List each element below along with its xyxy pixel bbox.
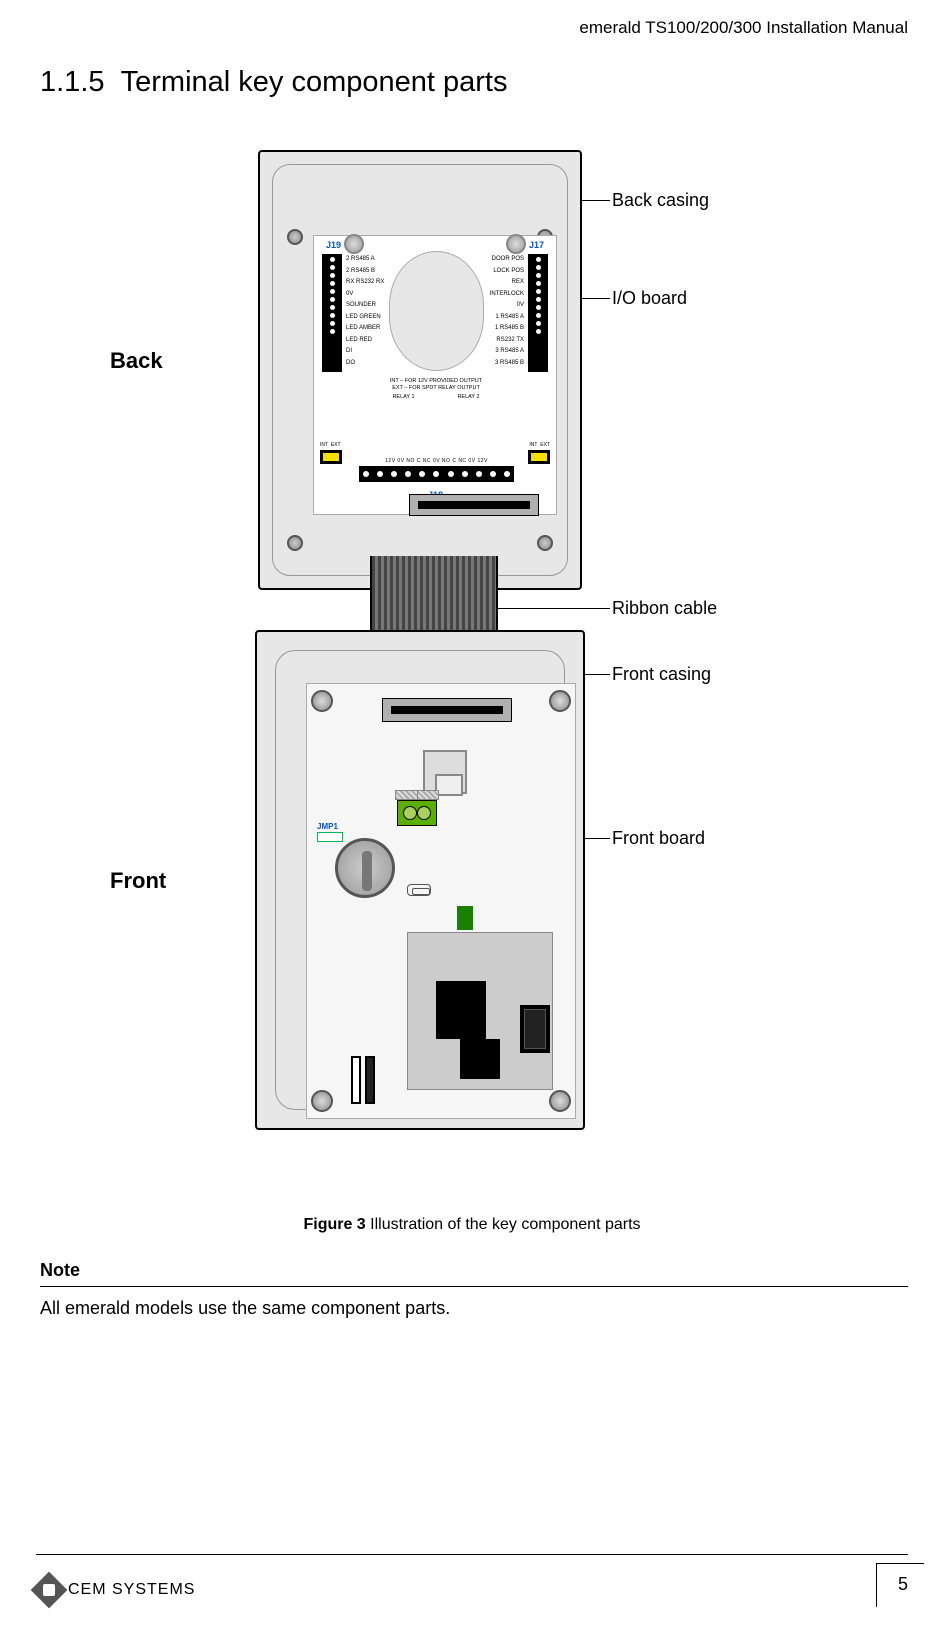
leader-line bbox=[498, 608, 610, 609]
terminal-labels-right: DOOR POS LOCK POS REX INTERLOCK 0V 1 RS4… bbox=[490, 254, 524, 369]
note-heading: Note bbox=[40, 1260, 80, 1281]
sim-slot-icon bbox=[520, 1005, 550, 1053]
callout-ribbon-cable: Ribbon cable bbox=[612, 598, 717, 619]
card-slot-icon bbox=[351, 1056, 361, 1104]
logo-icon bbox=[31, 1572, 68, 1609]
jumper-icon bbox=[317, 832, 343, 842]
screw-icon bbox=[287, 535, 303, 551]
terminal-block-left bbox=[322, 254, 342, 372]
section-heading: 1.1.5 Terminal key component parts bbox=[40, 66, 507, 99]
page-number: 5 bbox=[898, 1574, 908, 1595]
j17-label: J17 bbox=[529, 240, 544, 250]
section-title-text: Terminal key component parts bbox=[121, 66, 508, 98]
figure-caption: Figure 3 Illustration of the key compone… bbox=[0, 1216, 944, 1234]
screw-icon bbox=[537, 535, 553, 551]
doc-header: emerald TS100/200/300 Installation Manua… bbox=[579, 18, 908, 38]
mount-hole-icon bbox=[311, 690, 333, 712]
back-casing-inner: J19 J17 J18 2 RS485 A 2 RS485 B RX RS232… bbox=[272, 164, 568, 576]
front-casing: JMP1 bbox=[255, 630, 585, 1130]
mount-hole-icon bbox=[506, 234, 526, 254]
jmp1-label: JMP1 bbox=[317, 822, 338, 831]
mount-hole-icon bbox=[311, 1090, 333, 1112]
ribbon-connector-top bbox=[409, 494, 539, 516]
ribbon-connector-bottom bbox=[382, 698, 512, 722]
mount-hole-icon bbox=[549, 1090, 571, 1112]
relay-terminal-strip bbox=[359, 466, 514, 482]
callout-front-casing: Front casing bbox=[612, 664, 711, 685]
screw-icon bbox=[287, 229, 303, 245]
back-casing: J19 J17 J18 2 RS485 A 2 RS485 B RX RS232… bbox=[258, 150, 582, 590]
card-slot-icon bbox=[365, 1056, 375, 1104]
figure-label: Figure 3 bbox=[303, 1216, 365, 1233]
chip-icon bbox=[457, 906, 473, 930]
front-casing-inner: JMP1 bbox=[275, 650, 565, 1110]
callout-front-board: Front board bbox=[612, 828, 705, 849]
int-ext-jumper-left bbox=[320, 450, 342, 464]
int-ext-jumper-right bbox=[528, 450, 550, 464]
ic-chip-icon bbox=[436, 981, 486, 1039]
front-side-label: Front bbox=[110, 868, 166, 894]
note-rule bbox=[40, 1286, 908, 1287]
coin-battery-icon bbox=[335, 838, 395, 898]
section-number: 1.1.5 bbox=[40, 66, 105, 98]
mount-hole-icon bbox=[549, 690, 571, 712]
usb-port-icon bbox=[407, 884, 431, 896]
callout-back-casing: Back casing bbox=[612, 190, 709, 211]
ext-label: INT EXT bbox=[529, 442, 550, 448]
footer-rule bbox=[36, 1554, 908, 1555]
int-label: INT EXT bbox=[320, 442, 341, 448]
strip-labels: 12V 0V NO C NC 0V NO C NC 0V 12V bbox=[359, 458, 514, 464]
diagram: Back Front Back casing I/O board Ribbon … bbox=[0, 150, 944, 1180]
note-text: All emerald models use the same componen… bbox=[40, 1298, 450, 1319]
callout-io-board: I/O board bbox=[612, 288, 687, 309]
terminal-block-right bbox=[528, 254, 548, 372]
io-board: J19 J17 J18 2 RS485 A 2 RS485 B RX RS232… bbox=[313, 235, 557, 515]
figure-caption-text: Illustration of the key component parts bbox=[370, 1216, 640, 1233]
brand-name: CEM SYSTEMS bbox=[68, 1581, 195, 1599]
j19-label: J19 bbox=[326, 240, 341, 250]
footer-logo: CEM SYSTEMS bbox=[36, 1577, 195, 1603]
processor-module bbox=[407, 932, 553, 1090]
screw-terminal-icon bbox=[397, 800, 437, 826]
back-side-label: Back bbox=[110, 348, 163, 374]
relay-text: INT – FOR 12V PROVIDED OUTPUT EXT – FOR … bbox=[371, 378, 501, 401]
mount-hole-icon bbox=[344, 234, 364, 254]
terminal-labels-left: 2 RS485 A 2 RS485 B RX RS232 RX 0V SOUND… bbox=[346, 254, 384, 369]
ic-chip-icon bbox=[460, 1039, 500, 1079]
cable-cutout bbox=[389, 251, 484, 371]
ethernet-port-icon bbox=[423, 750, 467, 794]
front-board: JMP1 bbox=[306, 683, 576, 1119]
